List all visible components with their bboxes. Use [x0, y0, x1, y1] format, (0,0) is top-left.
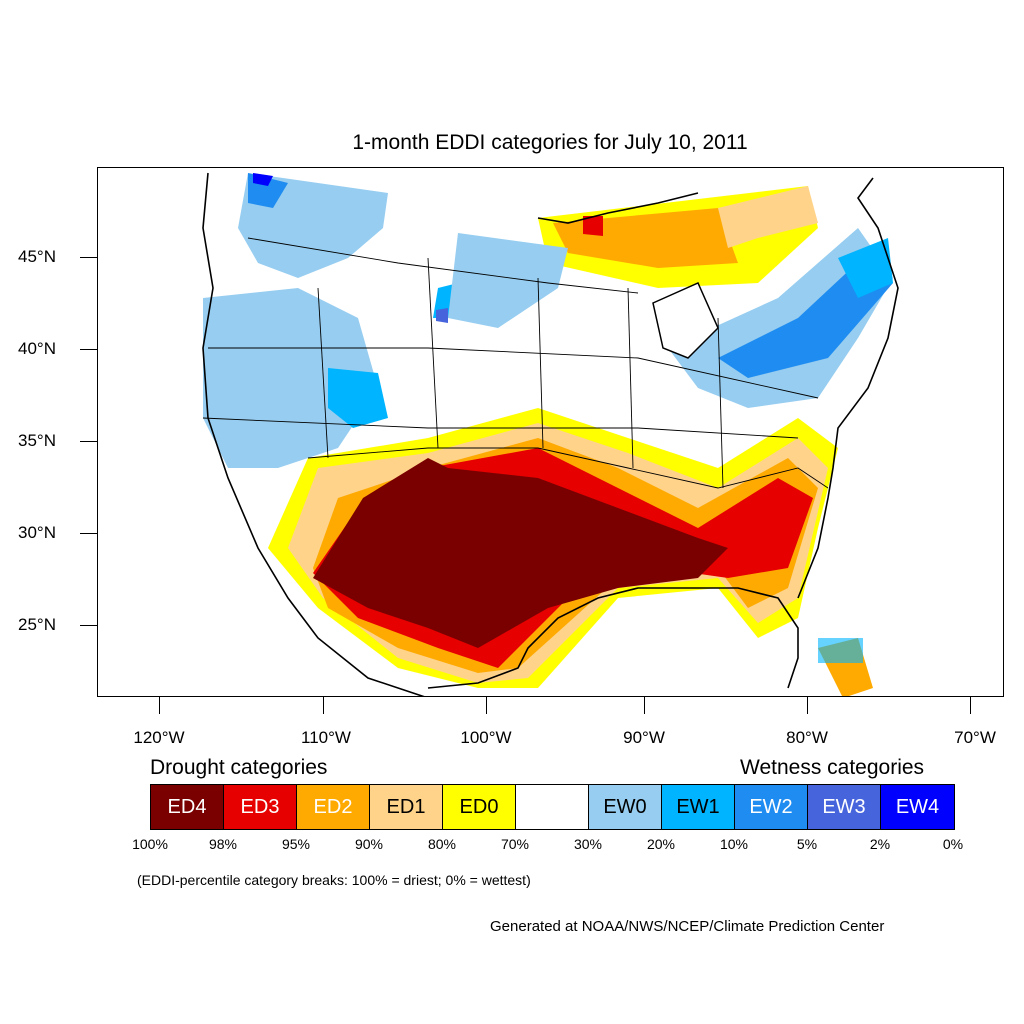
legend-break-label: 98% [208, 836, 238, 852]
north-plains-ew0-region [448, 233, 568, 328]
lon-tick [970, 697, 971, 714]
legend-break-label: 70% [500, 836, 530, 852]
legend-box-ed4: ED4 [151, 785, 224, 829]
west-ew0-region [203, 288, 378, 468]
drought-heading: Drought categories [150, 756, 328, 779]
lon-tick [159, 697, 160, 714]
legend-box-neutral [516, 785, 589, 829]
legend-break-label: 90% [354, 836, 384, 852]
political-borders [202, 237, 829, 489]
canada-ed1-region [718, 186, 818, 248]
legend-break-label: 2% [869, 836, 891, 852]
ne-ew1-region [838, 238, 893, 298]
legend-break-label: 20% [646, 836, 676, 852]
caribbean-ew-bits [818, 638, 863, 663]
legend-box-ew3: EW3 [808, 785, 881, 829]
legend-break-label: 30% [573, 836, 603, 852]
lon-label-110: 110°W [301, 728, 351, 747]
lat-tick [80, 533, 97, 534]
eddi-map [97, 167, 1004, 697]
lon-tick [486, 697, 487, 714]
lat-label-35: 35°N [18, 431, 56, 450]
lon-tick [323, 697, 324, 714]
legend-box-ed2: ED2 [297, 785, 370, 829]
category-legend: ED4 ED3 ED2 ED1 ED0 EW0 EW1 EW2 EW3 EW4 [150, 784, 955, 830]
legend-box-ed3: ED3 [224, 785, 297, 829]
lat-tick [80, 349, 97, 350]
legend-break-label: 100% [132, 836, 168, 852]
legend-break-label: 0% [942, 836, 964, 852]
map-title: 1-month EDDI categories for July 10, 201… [352, 131, 748, 154]
legend-box-ed1: ED1 [370, 785, 443, 829]
lat-label-45: 45°N [18, 247, 56, 266]
coastlines [202, 172, 899, 696]
west-ew1-region [328, 368, 388, 428]
lat-tick [80, 441, 97, 442]
legend-break-label: 80% [427, 836, 457, 852]
lat-label-40: 40°N [18, 339, 56, 358]
lon-tick [644, 697, 645, 714]
south-ed4-region [313, 458, 728, 648]
lon-label-100: 100°W [460, 728, 512, 747]
wetness-heading: Wetness categories [740, 756, 925, 779]
lon-label-90: 90°W [623, 728, 665, 747]
credit-line: Generated at NOAA/NWS/NCEP/Climate Predi… [490, 918, 885, 935]
lat-label-30: 30°N [18, 523, 56, 542]
great-lakes [652, 282, 719, 359]
legend-break-label: 95% [281, 836, 311, 852]
legend-box-ew1: EW1 [662, 785, 735, 829]
lat-tick [80, 257, 97, 258]
legend-box-ew2: EW2 [735, 785, 808, 829]
category-note: (EDDI-percentile category breaks: 100% =… [137, 872, 531, 888]
legend-box-ew4: EW4 [881, 785, 954, 829]
plains-ew3-spot [436, 308, 448, 323]
lat-label-25: 25°N [18, 615, 56, 634]
lon-label-120: 120°W [133, 728, 185, 747]
nw-ew4-spot [253, 173, 273, 186]
lon-label-80: 80°W [786, 728, 828, 747]
legend-box-ed0: ED0 [443, 785, 516, 829]
legend-break-label: 5% [796, 836, 818, 852]
legend-break-label: 10% [719, 836, 749, 852]
lat-tick [80, 625, 97, 626]
map-canvas [202, 172, 899, 696]
lon-label-70: 70°W [954, 728, 996, 747]
lon-tick [807, 697, 808, 714]
ne-ew0-region [668, 228, 893, 408]
legend-box-ew0: EW0 [589, 785, 662, 829]
canada-ed3-spot [583, 216, 603, 236]
